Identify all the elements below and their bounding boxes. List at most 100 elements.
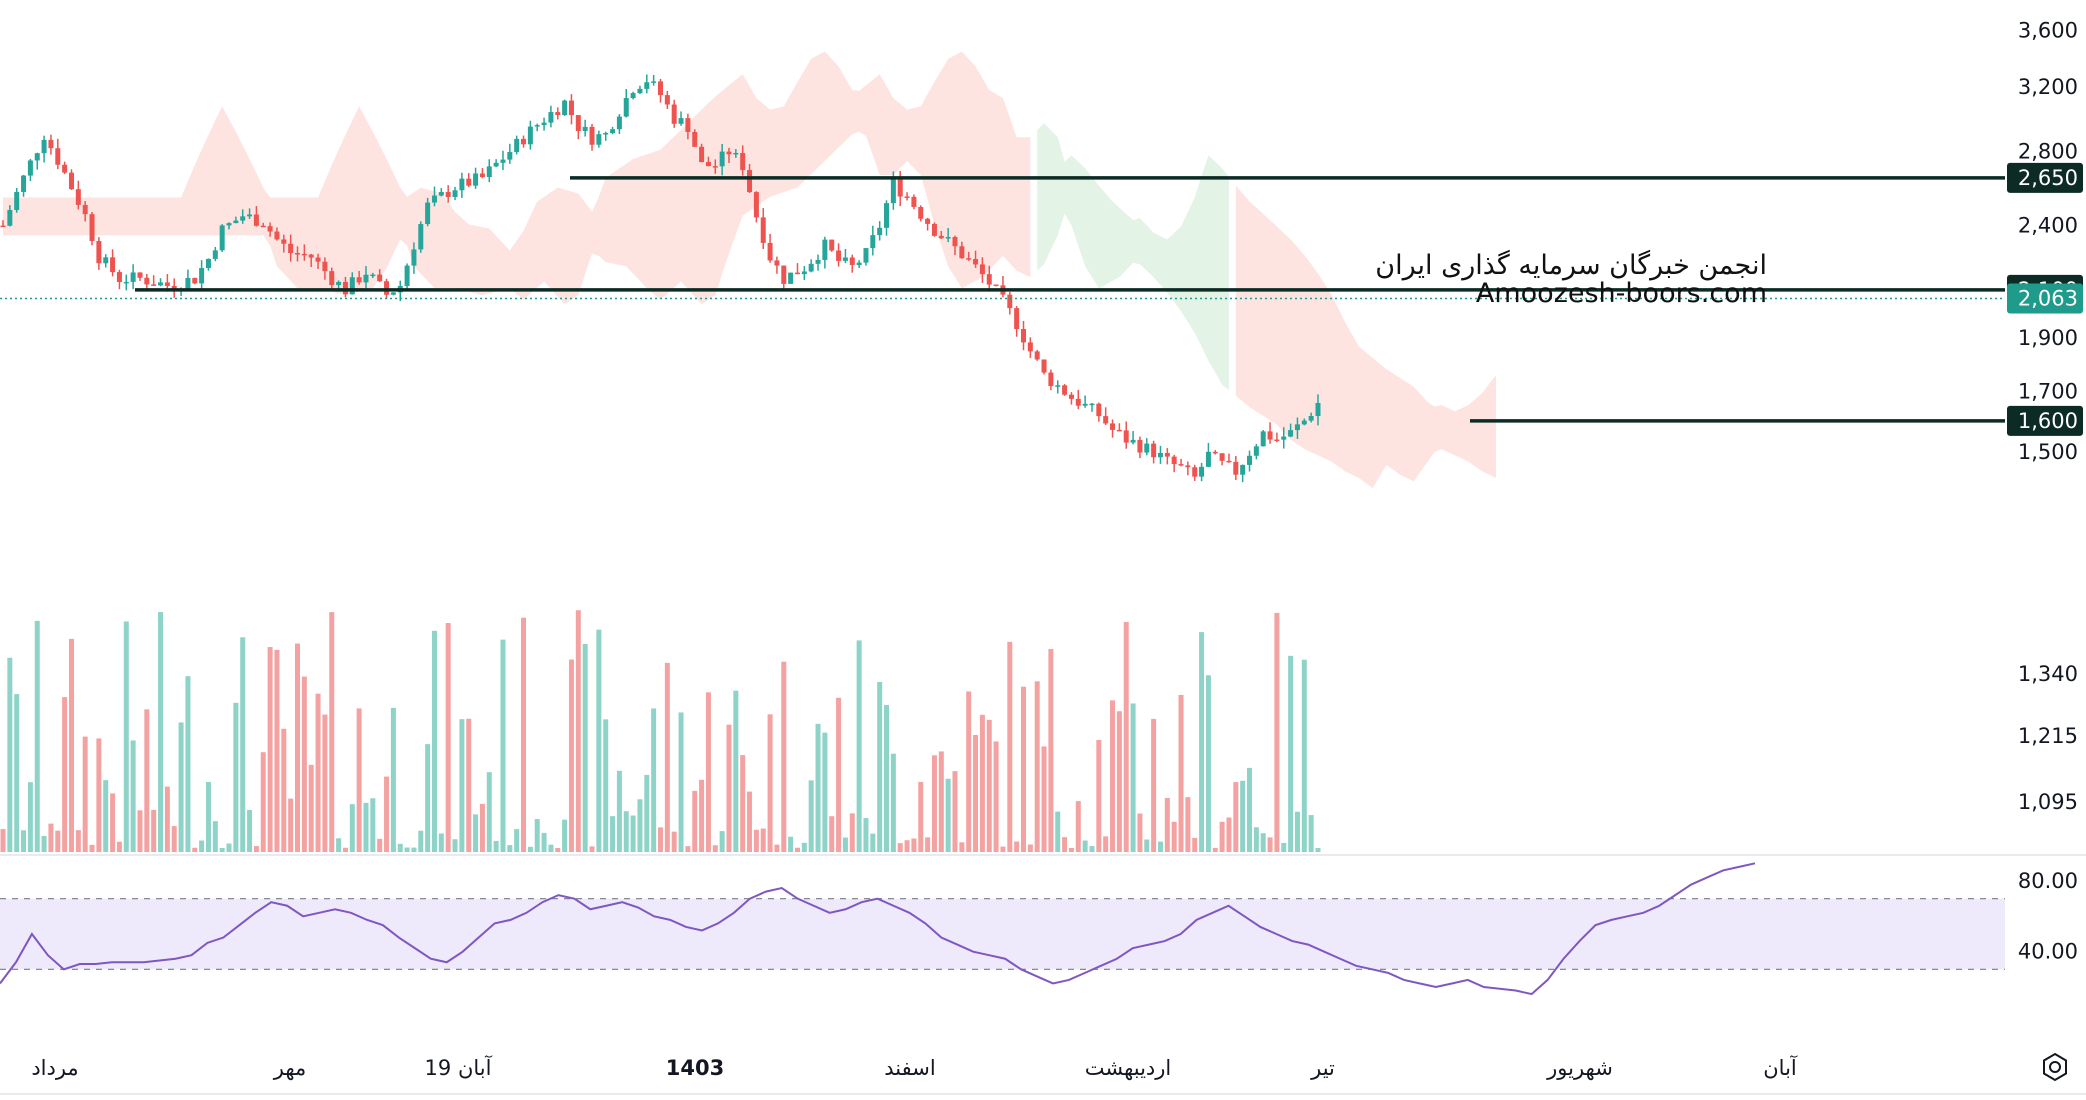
volume-bar bbox=[267, 647, 273, 852]
candle-body bbox=[801, 271, 807, 275]
volume-bar bbox=[849, 813, 855, 852]
volume-bar bbox=[610, 816, 616, 852]
candle-body bbox=[527, 126, 533, 145]
candle-body bbox=[521, 138, 527, 145]
candle-body bbox=[342, 281, 348, 295]
volume-bars bbox=[0, 610, 1321, 852]
volume-bar bbox=[1233, 782, 1239, 852]
volume-bar bbox=[671, 831, 677, 852]
candle-body bbox=[719, 151, 725, 167]
time-tick-label: شهریور bbox=[1546, 1056, 1613, 1080]
volume-bar bbox=[281, 728, 287, 852]
volume-bar bbox=[877, 681, 883, 852]
candle-body bbox=[568, 100, 574, 116]
candle-body bbox=[322, 261, 328, 272]
candle-body bbox=[356, 277, 362, 283]
time-axis[interactable]: مرداد مهر 19 آبان 1403 اسفند اردیبهشت تیر شهریو… bbox=[0, 1055, 2086, 1095]
volume-bar bbox=[664, 662, 670, 852]
volume-bar bbox=[1089, 846, 1095, 852]
candle-body bbox=[288, 243, 294, 254]
level-tag bbox=[2007, 405, 2083, 436]
settings-icon[interactable] bbox=[2043, 1052, 2067, 1082]
level-tag-label: 2,650 bbox=[2018, 166, 2078, 190]
candle-body bbox=[267, 226, 273, 232]
volume-bar bbox=[1219, 821, 1225, 852]
candle-body bbox=[993, 284, 999, 287]
volume-bar bbox=[815, 723, 821, 852]
candle-body bbox=[747, 170, 753, 193]
volume-bar bbox=[863, 818, 869, 852]
candle-body bbox=[692, 131, 698, 147]
watermark-line-1: انجمن خبرگان سرمایه گذاری ایران bbox=[1375, 249, 1767, 281]
candle-body bbox=[7, 209, 13, 226]
candle-body bbox=[199, 268, 205, 284]
candle-body bbox=[27, 160, 33, 176]
volume-bar bbox=[801, 842, 807, 852]
price-axis[interactable]: 3,600 3,200 2,800 2,400 1,900 1,700 1,500 1,340… bbox=[2018, 18, 2078, 814]
volume-bar bbox=[637, 799, 643, 852]
candle-body bbox=[130, 272, 136, 282]
rsi-pane[interactable]: 80.00 40.00 bbox=[0, 854, 2086, 996]
volume-bar bbox=[48, 823, 54, 852]
candle-body bbox=[329, 271, 335, 286]
volume-bar bbox=[1151, 718, 1157, 852]
candle-body bbox=[116, 272, 122, 282]
candle-body bbox=[1020, 329, 1026, 343]
volume-bar bbox=[870, 833, 876, 852]
volume-bar bbox=[541, 832, 547, 852]
candle-body bbox=[0, 225, 6, 228]
volume-bar bbox=[1048, 648, 1054, 852]
candle-body bbox=[459, 178, 465, 191]
volume-bar bbox=[562, 819, 568, 852]
candle-body bbox=[1164, 452, 1170, 457]
volume-bar bbox=[760, 828, 766, 852]
candle-body bbox=[1247, 455, 1253, 465]
candle-body bbox=[500, 159, 506, 163]
candle-body bbox=[952, 237, 958, 247]
volume-bar bbox=[21, 830, 27, 852]
volume-bar bbox=[336, 838, 342, 852]
volume-bar bbox=[616, 770, 622, 852]
volume-bar bbox=[938, 751, 944, 852]
candle-body bbox=[1171, 456, 1177, 465]
candle-body bbox=[849, 257, 855, 265]
volume-bar bbox=[473, 814, 479, 852]
price-tick-label: 1,700 bbox=[2018, 380, 2078, 404]
candle-body bbox=[616, 116, 622, 130]
candle-body bbox=[1281, 436, 1287, 440]
volume-bar bbox=[1014, 841, 1020, 852]
candle-body bbox=[445, 192, 451, 197]
candle-body bbox=[582, 126, 588, 132]
volume-bar bbox=[931, 755, 937, 852]
candle-body bbox=[1075, 398, 1081, 406]
candle-body bbox=[192, 277, 198, 284]
candles[interactable] bbox=[0, 74, 1321, 483]
rsi-tick-label: 80.00 bbox=[2018, 869, 2078, 893]
volume-bar bbox=[1130, 703, 1136, 852]
volume-bar bbox=[301, 676, 307, 852]
candle-body bbox=[931, 223, 937, 236]
volume-bar bbox=[719, 831, 725, 852]
candle-body bbox=[68, 172, 74, 190]
volume-bar bbox=[507, 845, 513, 852]
candle-body bbox=[233, 220, 239, 224]
candle-body bbox=[610, 129, 616, 134]
volume-bar bbox=[315, 693, 321, 852]
volume-bar bbox=[623, 811, 629, 852]
level-tag bbox=[2007, 162, 2083, 193]
volume-bar bbox=[1096, 739, 1102, 852]
volume-bar bbox=[630, 815, 636, 852]
price-tick-label: 1,900 bbox=[2018, 326, 2078, 350]
volume-bar bbox=[1068, 847, 1074, 852]
volume-bar bbox=[1055, 811, 1061, 852]
volume-bar bbox=[1171, 821, 1177, 852]
volume-bar bbox=[205, 781, 211, 852]
volume-bar bbox=[110, 793, 116, 852]
candle-body bbox=[1014, 308, 1020, 330]
candle-body bbox=[212, 250, 218, 259]
volume-bar bbox=[1247, 767, 1253, 852]
volume-bar bbox=[171, 826, 177, 852]
